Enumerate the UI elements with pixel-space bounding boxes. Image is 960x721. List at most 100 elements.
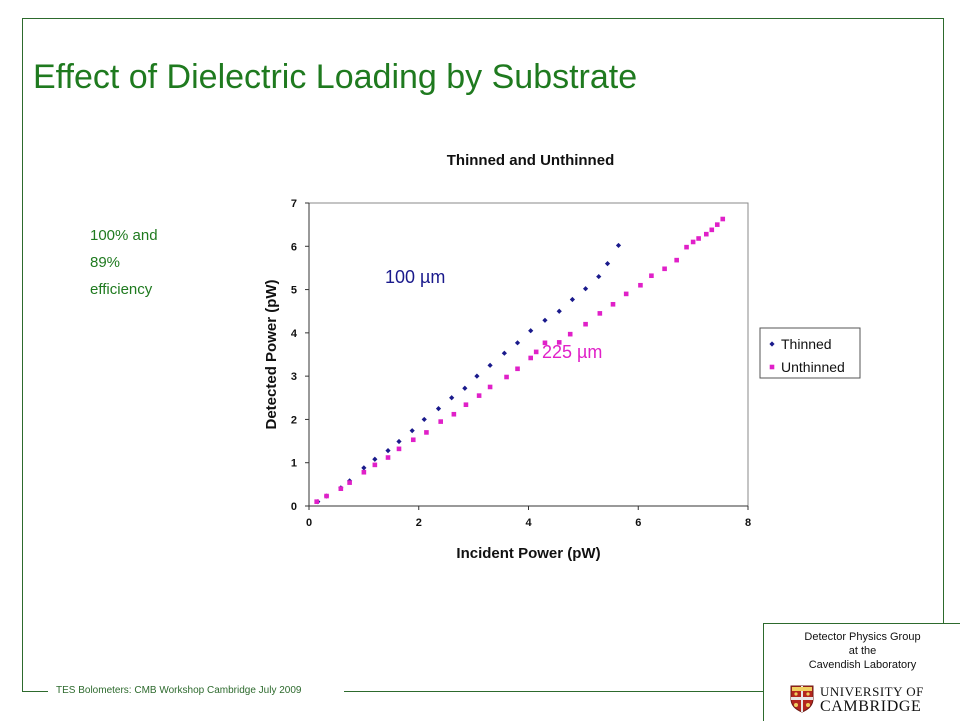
data-point-unthinned [372, 462, 378, 468]
data-point-unthinned [410, 437, 416, 443]
chart-legend [759, 327, 861, 379]
legend-label-unthinned: Unthinned [781, 359, 845, 375]
logo-text: UNIVERSITY OF CAMBRIDGE [820, 685, 924, 715]
data-point-unthinned [487, 384, 493, 390]
x-tick-label: 0 [306, 517, 312, 529]
y-tick-label: 2 [291, 414, 297, 426]
scatter-chart: Thinned and Unthinned 0 2 4 6 8 0 1 2 3 4 5 6 7 Incide… [263, 152, 861, 562]
data-point-unthinned [623, 291, 629, 297]
data-point-unthinned [396, 446, 402, 452]
group-text: Detector Physics Group at the Cavendish … [764, 630, 960, 672]
data-point-unthinned [583, 321, 588, 327]
data-point-thinned [582, 286, 589, 292]
data-point-unthinned [662, 266, 667, 272]
efficiency-note-line: 89% [90, 254, 121, 271]
y-tick-label: 1 [291, 458, 297, 470]
legend-label-thinned: Thinned [781, 336, 832, 352]
data-point-unthinned [347, 480, 352, 485]
data-point-thinned [542, 317, 548, 323]
data-point-unthinned [709, 227, 715, 233]
data-point-unthinned [463, 402, 469, 408]
data-point-thinned [596, 273, 602, 280]
data-point-thinned [615, 242, 622, 249]
data-point-unthinned [720, 216, 726, 222]
y-tick-label: 3 [291, 371, 297, 383]
data-point-unthinned [638, 282, 643, 288]
frame-bottom-border-left [22, 691, 48, 692]
data-point-unthinned [696, 236, 701, 241]
data-point-thinned [462, 385, 468, 391]
slide-title: Effect of Dielectric Loading by Substrat… [33, 58, 638, 96]
x-tick-label: 2 [416, 517, 422, 529]
data-point-unthinned [567, 331, 573, 337]
data-point-thinned [409, 428, 415, 434]
data-point-unthinned [438, 419, 443, 424]
x-axis-label: Incident Power (pW) [456, 545, 600, 562]
data-point-unthinned [385, 455, 391, 460]
data-point-unthinned [684, 244, 689, 250]
frame-right-border [943, 18, 944, 623]
y-axis-label: Detected Power (pW) [263, 279, 280, 429]
data-point-thinned [569, 296, 575, 303]
efficiency-note-line: 100% and [90, 227, 158, 244]
data-point-thinned [556, 308, 562, 314]
data-point-unthinned [451, 411, 457, 417]
y-tick-label: 5 [291, 285, 297, 297]
data-point-unthinned [533, 349, 539, 355]
group-line: Detector Physics Group [804, 631, 921, 643]
data-point-unthinned [597, 311, 603, 316]
data-point-thinned [501, 350, 507, 356]
data-point-unthinned [556, 340, 562, 345]
data-point-unthinned [515, 366, 520, 372]
annotation-thinned: 100 µm [385, 267, 445, 287]
x-tick-label: 8 [745, 517, 751, 529]
x-tick-label: 4 [525, 517, 532, 529]
data-point-unthinned [338, 486, 344, 491]
data-point-thinned [604, 261, 611, 267]
efficiency-note: 100% and 89% efficiency [90, 222, 210, 303]
logo-line-2: CAMBRIDGE [820, 698, 922, 715]
data-point-unthinned [714, 222, 720, 227]
data-point-thinned [449, 395, 455, 401]
data-point-thinned [514, 340, 521, 346]
group-line: Cavendish Laboratory [808, 659, 917, 671]
frame-left-border [22, 18, 23, 692]
frame-bottom-border-right [344, 691, 764, 692]
y-tick-label: 6 [291, 241, 297, 253]
group-line: at the [848, 645, 877, 657]
data-point-unthinned [476, 393, 482, 398]
data-point-unthinned [690, 239, 696, 245]
frame-top-border [22, 18, 944, 19]
logo-line-1: UNIVERSITY OF [820, 684, 924, 699]
slide-footer: TES Bolometers: CMB Workshop Cambridge J… [56, 685, 302, 696]
cambridge-crest-icon [790, 685, 814, 713]
data-point-unthinned [314, 499, 319, 504]
university-logo: UNIVERSITY OF CAMBRIDGE [790, 685, 960, 715]
annotation-unthinned: 225 µm [542, 342, 602, 362]
data-point-unthinned [504, 374, 509, 380]
efficiency-note-line: efficiency [90, 281, 153, 298]
data-point-thinned [396, 438, 402, 445]
chart-title: Thinned and Unthinned [447, 152, 614, 169]
data-point-unthinned [424, 430, 429, 435]
data-point-unthinned [610, 301, 616, 307]
data-point-thinned [361, 465, 367, 471]
data-point-thinned [421, 416, 427, 423]
legend-marker-unthinned [769, 364, 775, 370]
group-info-box: Detector Physics Group at the Cavendish … [763, 623, 960, 721]
data-point-thinned [528, 328, 534, 334]
data-point-thinned [435, 406, 442, 412]
data-point-unthinned [528, 355, 533, 361]
y-tick-label: 0 [291, 501, 297, 513]
data-point-unthinned [674, 257, 679, 263]
data-point-unthinned [649, 273, 654, 279]
data-point-thinned [385, 447, 391, 454]
data-point-thinned [474, 373, 480, 379]
data-point-unthinned [703, 231, 709, 237]
y-tick-label: 7 [291, 198, 297, 210]
data-point-unthinned [361, 469, 367, 475]
data-point-thinned [372, 456, 378, 462]
data-point-unthinned [542, 340, 548, 346]
legend-marker-thinned [769, 341, 775, 347]
data-point-unthinned [324, 493, 329, 499]
